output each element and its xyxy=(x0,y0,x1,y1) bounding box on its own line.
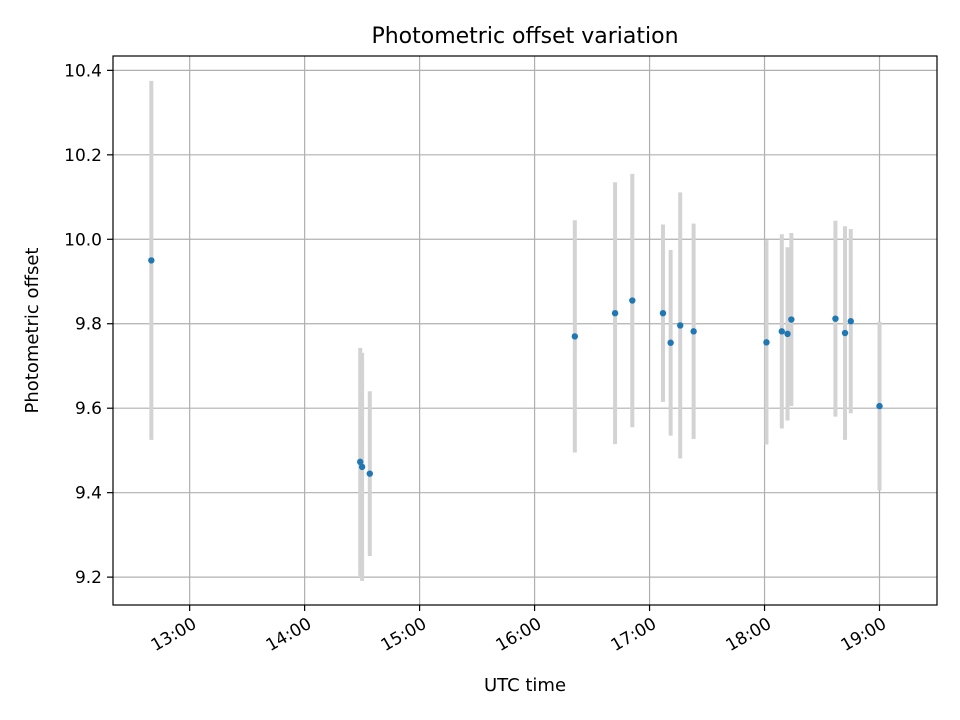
x-tick-label: 13:00 xyxy=(148,614,200,656)
y-tick-label: 10.0 xyxy=(64,230,102,250)
data-point xyxy=(611,309,619,317)
data-point xyxy=(148,257,155,264)
y-axis-label: Photometric offset xyxy=(22,248,43,414)
data-point xyxy=(690,328,697,335)
x-axis-label: UTC time xyxy=(484,675,566,696)
data-point xyxy=(778,328,785,335)
data-layer xyxy=(148,80,883,581)
data-point xyxy=(847,318,854,325)
data-point xyxy=(629,297,636,304)
data-point xyxy=(358,463,366,471)
x-tick-label: 15:00 xyxy=(378,614,430,656)
data-point xyxy=(366,470,373,477)
y-tick-label: 10.2 xyxy=(64,146,102,166)
data-point xyxy=(677,322,684,329)
y-tick-label: 9.8 xyxy=(75,315,102,335)
data-point xyxy=(832,315,839,322)
data-point xyxy=(876,402,883,410)
x-tick-label: 16:00 xyxy=(493,614,545,656)
data-point xyxy=(788,316,795,323)
plot-frame xyxy=(112,55,938,606)
data-point xyxy=(763,339,770,346)
x-tick-label: 14:00 xyxy=(263,614,315,656)
data-point xyxy=(571,333,579,340)
data-point xyxy=(841,329,849,337)
y-tick-label: 9.6 xyxy=(75,399,102,419)
chart-title: Photometric offset variation xyxy=(371,24,678,49)
data-point xyxy=(784,330,791,338)
y-tick-label: 10.4 xyxy=(64,61,102,81)
y-tick-label: 9.2 xyxy=(75,568,102,588)
x-tick-label: 17:00 xyxy=(608,614,660,656)
data-point xyxy=(357,458,364,466)
data-point xyxy=(667,339,674,346)
x-tick-label: 18:00 xyxy=(723,614,775,656)
grid xyxy=(113,56,937,605)
x-tick-label: 19:00 xyxy=(838,614,890,656)
data-point xyxy=(659,309,667,317)
y-tick-label: 9.4 xyxy=(75,484,102,504)
